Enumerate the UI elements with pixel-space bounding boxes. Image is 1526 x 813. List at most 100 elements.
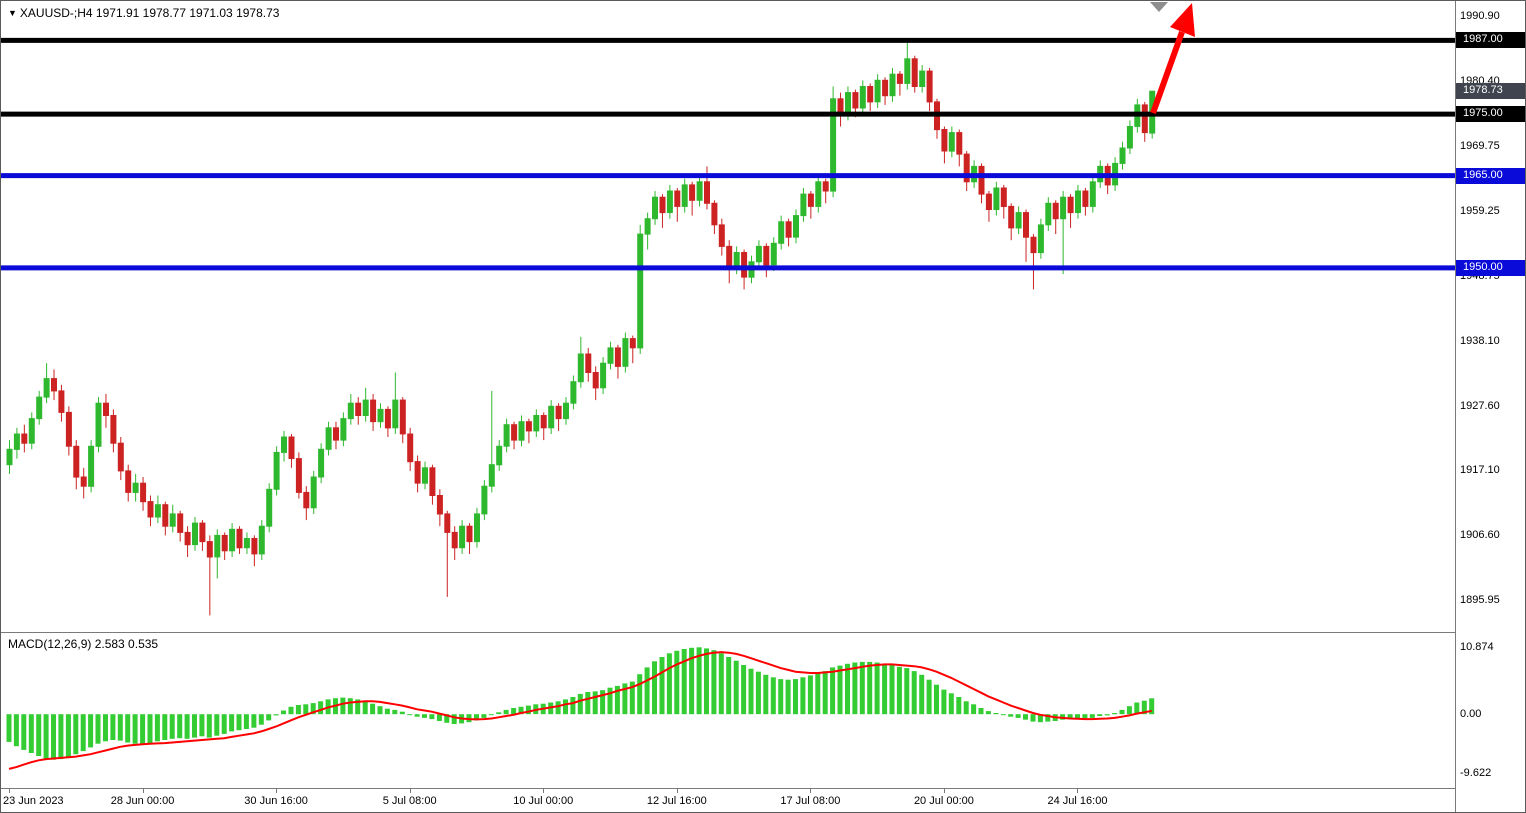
main-chart-canvas[interactable]	[1, 1, 1455, 632]
price-axis[interactable]: 1990.901980.401969.751959.251948.751938.…	[1455, 1, 1525, 812]
current-price-badge: 1978.73	[1456, 83, 1525, 100]
macd-histogram-bar	[1023, 714, 1028, 720]
candle	[488, 390, 495, 493]
time-axis-label: 24 Jul 16:00	[1047, 795, 1108, 807]
candle	[570, 375, 577, 410]
time-axis-label: 23 Jun 2023	[3, 795, 64, 807]
candle	[904, 38, 911, 90]
macd-histogram-bar	[800, 677, 806, 715]
macd-histogram-bar	[13, 714, 19, 747]
macd-histogram-bar	[251, 714, 257, 728]
candle	[58, 384, 65, 422]
candle	[689, 181, 696, 216]
time-axis-tick	[676, 789, 678, 793]
chart-shift-marker-icon[interactable]	[1150, 2, 1168, 12]
macd-histogram-bar	[741, 665, 747, 715]
candle	[1008, 203, 1015, 241]
candle	[659, 194, 666, 228]
candle	[763, 243, 770, 278]
candle	[451, 526, 458, 560]
candle	[162, 501, 169, 536]
candle	[481, 480, 488, 521]
macd-histogram-bar	[266, 714, 272, 721]
macd-histogram-bar	[704, 648, 709, 715]
candle	[993, 181, 1000, 216]
macd-histogram-bar	[563, 699, 568, 715]
macd-histogram-bar	[926, 679, 932, 715]
macd-histogram-bar	[377, 706, 383, 715]
candle	[778, 215, 785, 250]
candle	[822, 178, 829, 204]
candle	[644, 212, 651, 250]
candle	[963, 151, 970, 191]
candle	[303, 486, 310, 521]
candle	[429, 464, 436, 505]
candle	[288, 434, 295, 468]
candle	[318, 443, 325, 484]
macd-histogram-bar	[362, 701, 368, 715]
candle	[1067, 194, 1074, 228]
macd-histogram-bar	[384, 708, 390, 715]
trend-arrow-head[interactable]	[1170, 3, 1195, 37]
macd-histogram-bar	[177, 714, 183, 739]
macd-histogram-bar	[711, 650, 717, 715]
candle	[666, 184, 673, 219]
time-axis-label: 28 Jun 00:00	[110, 795, 175, 807]
macd-histogram-bar	[140, 714, 146, 745]
candle	[392, 372, 399, 434]
candle	[347, 394, 354, 425]
time-axis-tick	[543, 789, 545, 793]
macd-histogram-bar	[770, 677, 776, 715]
macd-histogram-bar	[95, 714, 101, 744]
candle	[125, 464, 132, 502]
macd-histogram-bar	[51, 714, 56, 760]
macd-histogram-bar	[1015, 714, 1021, 718]
candle	[362, 387, 369, 422]
macd-indicator-pane[interactable]: MACD(12,26,9) 2.583 0.535	[1, 633, 1455, 789]
macd-histogram-bar	[525, 705, 531, 715]
candle	[919, 65, 926, 93]
macd-histogram-bar	[1067, 714, 1073, 720]
macd-canvas[interactable]	[1, 633, 1455, 788]
candle	[422, 461, 428, 490]
trend-arrow-shaft[interactable]	[1150, 30, 1185, 115]
candle	[325, 421, 332, 456]
macd-histogram-bar	[80, 714, 86, 752]
macd-histogram-bar	[763, 674, 769, 715]
candle	[384, 406, 391, 437]
macd-histogram-bar	[295, 705, 301, 715]
candle	[718, 218, 725, 256]
candle	[837, 92, 844, 127]
macd-histogram-bar	[963, 701, 969, 715]
macd-histogram-bar	[659, 657, 665, 715]
candle	[333, 421, 339, 450]
candle	[496, 440, 503, 471]
macd-histogram-bar	[1008, 714, 1014, 717]
macd-histogram-bar	[229, 714, 235, 732]
macd-histogram-bar	[1134, 702, 1140, 715]
macd-histogram-bar	[830, 667, 836, 715]
candle	[370, 394, 377, 431]
time-axis-label: 12 Jul 16:00	[646, 795, 707, 807]
main-chart-pane[interactable]: ▼ XAUUSD-;H4 1971.91 1978.77 1971.03 1978…	[1, 1, 1455, 633]
time-axis-label: 17 Jul 08:00	[780, 795, 841, 807]
macd-histogram-bar	[592, 691, 598, 715]
macd-histogram-bar	[36, 714, 42, 756]
macd-histogram-bar	[785, 679, 791, 715]
macd-axis-tick: 0.00	[1460, 708, 1482, 721]
candle	[414, 455, 421, 493]
candle	[1104, 163, 1111, 195]
macd-histogram-bar	[422, 714, 427, 718]
candle	[1030, 234, 1037, 290]
candle	[243, 532, 250, 554]
macd-histogram-bar	[1075, 714, 1080, 719]
price-axis-tick: 1927.60	[1460, 399, 1500, 412]
symbol-ohlc-text: XAUUSD-;H4 1971.91 1978.77 1971.03 1978.…	[19, 6, 280, 20]
candle	[711, 200, 718, 235]
macd-histogram-bar	[815, 673, 821, 715]
macd-histogram-bar	[110, 714, 116, 740]
time-axis[interactable]: 23 Jun 2023 28 Jun 00:00 30 Jun 16:00 5 Jul…	[1, 789, 1455, 812]
macd-histogram-bar	[614, 685, 620, 715]
macd-histogram-bar	[496, 712, 502, 715]
